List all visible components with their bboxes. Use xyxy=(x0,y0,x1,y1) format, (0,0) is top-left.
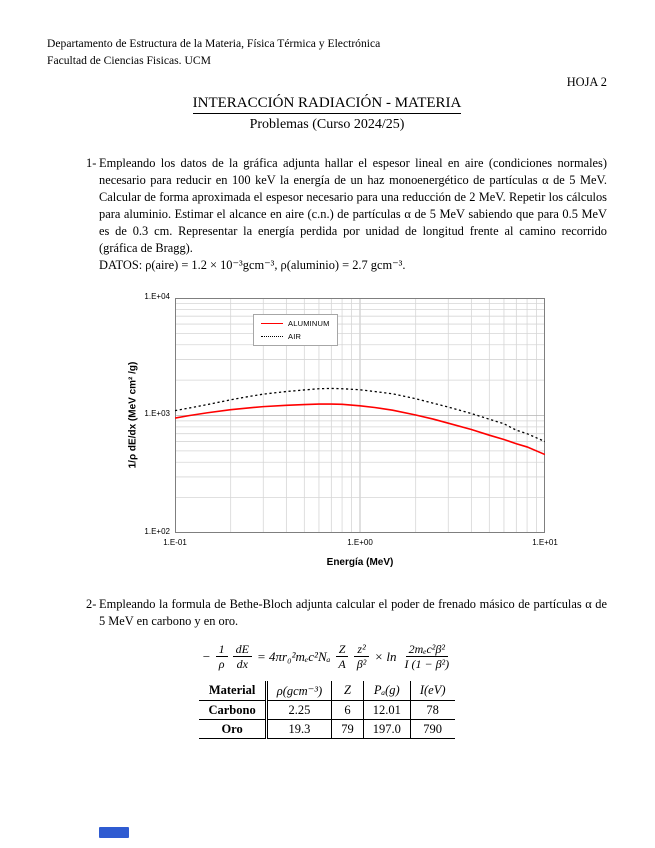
y-tick-1e3: 1.E+03 xyxy=(144,409,170,418)
department-header: Departamento de Estructura de la Materia… xyxy=(47,36,607,69)
blue-marker xyxy=(99,827,129,838)
formula-frac-Z-A: Z A xyxy=(335,642,349,672)
formula-equals-term: = 4πr₀²mₑc²Nₐ xyxy=(256,648,331,664)
table-row-oro: Oro 19.3 79 197.0 790 xyxy=(199,719,455,740)
frac1-numerator: 1 xyxy=(215,642,228,658)
page-title: INTERACCIÓN RADIACIÓN - MATERIA xyxy=(192,95,462,114)
cell-material: Oro xyxy=(199,719,268,740)
cell-density: 2.25 xyxy=(266,700,332,721)
problem-2-text: Empleando la formula de Bethe-Bloch adju… xyxy=(99,597,607,628)
problem-1: 1- Empleando los datos de la gráfica adj… xyxy=(47,155,607,274)
legend-label-aluminum: ALUMINUM xyxy=(288,319,330,328)
column-header-atomic-weight: Pₐ(g) xyxy=(362,681,411,702)
cell-z: 79 xyxy=(331,719,364,740)
x-tick-1e1: 1.E+01 xyxy=(532,538,558,547)
frac4-denominator: β² xyxy=(356,657,367,672)
column-header-z: Z xyxy=(331,681,364,702)
cell-ionization: 790 xyxy=(409,719,455,740)
formula-frac-1-over-rho: 1 ρ xyxy=(215,642,228,672)
frac3-numerator: Z xyxy=(335,642,349,658)
formula-times-ln: × ln xyxy=(374,648,397,664)
x-tick-1e0: 1.E+00 xyxy=(347,538,373,547)
y-tick-1e2: 1.E+02 xyxy=(144,527,170,536)
aluminum-line-sample-icon xyxy=(261,323,283,324)
department-line2: Facultad de Ciencias Fisicas. UCM xyxy=(47,53,211,67)
formula-frac-log-argument: 2mₑc²β² I (1 − β²) xyxy=(401,642,452,671)
frac5-numerator: 2mₑc²β² xyxy=(405,642,448,658)
y-tick-1e4: 1.E+04 xyxy=(144,292,170,301)
problem-1-data: DATOS: ρ(aire) = 1.2 × 10⁻³gcm⁻³, ρ(alum… xyxy=(99,258,406,272)
cell-atomic-weight: 197.0 xyxy=(362,719,411,740)
table-header-row: Material ρ(gcm⁻³) Z Pₐ(g) I(eV) xyxy=(199,681,455,702)
chart-plot-area xyxy=(175,298,545,533)
formula-frac-z2-beta2: z² β² xyxy=(354,642,370,671)
chart-legend: ALUMINUM AIR xyxy=(253,314,338,346)
formula-frac-dE-dx: dE dx xyxy=(232,642,252,672)
chart-x-axis-label: Energía (MeV) xyxy=(326,557,394,568)
cell-material: Carbono xyxy=(199,700,268,721)
formula-minus-sign: − xyxy=(201,648,211,664)
column-header-material: Material xyxy=(199,681,268,702)
table-row-carbono: Carbono 2.25 6 12.01 78 xyxy=(199,700,455,721)
problem-1-text: Empleando los datos de la gráfica adjunt… xyxy=(99,156,607,255)
frac1-denominator: ρ xyxy=(218,657,225,672)
legend-entry-aluminum: ALUMINUM xyxy=(261,319,330,328)
cell-ionization: 78 xyxy=(409,700,455,721)
x-tick-1e-1: 1.E-01 xyxy=(163,538,187,547)
frac2-numerator: dE xyxy=(232,642,252,658)
department-line1: Departamento de Estructura de la Materia… xyxy=(47,37,381,50)
cell-density: 19.3 xyxy=(266,719,332,740)
problem-1-number: 1- xyxy=(86,156,97,170)
problem-2: 2- Empleando la formula de Bethe-Bloch a… xyxy=(47,596,607,630)
frac3-denominator: A xyxy=(338,657,346,672)
stopping-power-chart: 1/ρ dE/dx (MeV cm² /g) 1.E+04 1.E+03 1.E… xyxy=(47,288,607,580)
cell-z: 6 xyxy=(331,700,364,721)
cell-atomic-weight: 12.01 xyxy=(362,700,411,721)
bethe-bloch-formula: − 1 ρ dE dx = 4πr₀²mₑc²Nₐ Z A z² β² × ln… xyxy=(47,642,607,671)
materials-table: Material ρ(gcm⁻³) Z Pₐ(g) I(eV) Carbono … xyxy=(199,681,455,740)
legend-entry-air: AIR xyxy=(261,332,330,341)
page-subtitle: Problemas (Curso 2024/25) xyxy=(249,117,405,132)
air-line-sample-icon xyxy=(261,336,283,337)
column-header-density: ρ(gcm⁻³) xyxy=(266,681,332,702)
column-header-ionization: I(eV) xyxy=(409,681,455,702)
frac2-denominator: dx xyxy=(236,657,248,672)
sheet-number: HOJA 2 xyxy=(566,75,607,89)
frac5-denominator: I (1 − β²) xyxy=(404,657,450,672)
legend-label-air: AIR xyxy=(288,332,302,341)
frac4-numerator: z² xyxy=(354,642,369,658)
problem-2-number: 2- xyxy=(86,597,97,611)
